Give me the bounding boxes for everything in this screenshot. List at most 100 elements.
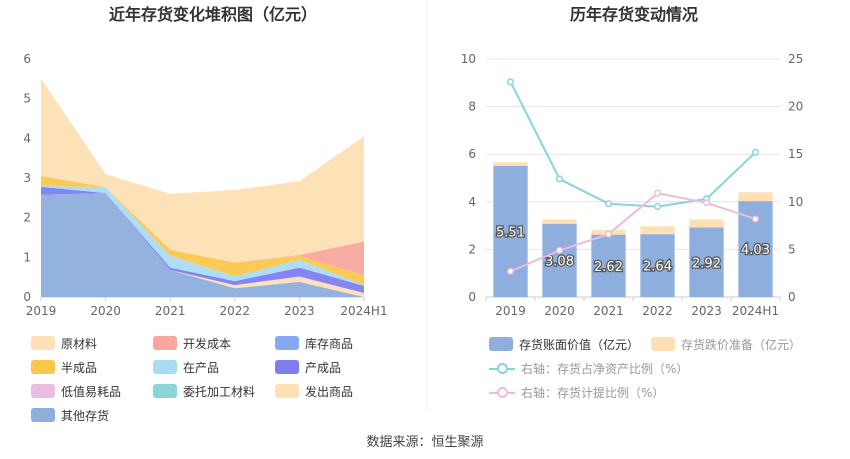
legend-swatch (31, 336, 55, 350)
bar-book-value (591, 234, 626, 297)
bar-value-label: 2.92 (692, 256, 721, 271)
x-tick-label: 2021 (155, 304, 186, 318)
line-point (751, 148, 760, 156)
line-point (702, 199, 711, 207)
legend-swatch (489, 337, 513, 351)
legend-label: 库存商品 (305, 336, 354, 351)
bar-book-value (689, 227, 724, 297)
legend-swatch (31, 408, 55, 422)
legend-label: 开发成本 (183, 336, 232, 351)
y2-tick-label: 0 (788, 290, 796, 304)
legend-swatch (275, 336, 299, 350)
legend-item-原材料[interactable]: 原材料 (31, 335, 97, 351)
legend-swatch (153, 360, 177, 374)
legend-item-开发成本[interactable]: 开发成本 (153, 335, 231, 351)
legend-swatch (275, 360, 299, 374)
y-tick-label: 0 (468, 290, 476, 304)
legend-label: 产成品 (305, 360, 342, 375)
y-tick-label: 6 (23, 52, 31, 66)
legend-item-右轴：存货计提比例（%）[interactable]: 右轴：存货计提比例（%） (489, 384, 664, 400)
y2-tick-label: 20 (788, 100, 803, 114)
inventory-change-title: 历年存货变动情况 (570, 5, 698, 24)
legend-item-产成品[interactable]: 产成品 (275, 359, 341, 375)
x-tick-label: 2020 (90, 304, 121, 318)
legend-item-委托加工材料[interactable]: 委托加工材料 (153, 383, 255, 399)
bar-value-label: 2.64 (643, 260, 672, 275)
y2-tick-label: 5 (788, 242, 796, 256)
legend-item-在产品[interactable]: 在产品 (153, 359, 219, 375)
bar-value-label: 4.03 (741, 243, 770, 258)
legend-item-存货账面价值（亿元）[interactable]: 存货账面价值（亿元） (489, 336, 639, 352)
bar-book-value (542, 223, 577, 297)
bar-impairment (493, 162, 528, 166)
area-发出商品 (41, 193, 364, 297)
legend-label: 在产品 (183, 360, 220, 375)
legend-label: 存货账面价值（亿元） (519, 337, 640, 352)
line-series-2 (509, 81, 757, 208)
bar-impairment (542, 219, 577, 224)
legend-swatch (153, 384, 177, 398)
area-产成品 (41, 186, 364, 293)
legend-label: 委托加工材料 (183, 384, 256, 399)
line-point (653, 189, 662, 197)
y-tick-label: 2 (468, 242, 476, 256)
legend-label: 原材料 (61, 336, 98, 351)
legend-label: 半成品 (61, 360, 98, 375)
legend-line-marker (489, 385, 515, 399)
line-point (751, 215, 760, 223)
bar-impairment (640, 226, 675, 235)
legend-item-存货跌价准备（亿元）[interactable]: 存货跌价准备（亿元） (651, 336, 801, 352)
y-tick-label: 1 (23, 250, 31, 264)
y2-tick-label: 10 (788, 195, 803, 209)
x-tick-label: 2023 (284, 304, 315, 318)
x-tick-label: 2020 (544, 304, 575, 318)
legend-swatch (275, 384, 299, 398)
x-tick-label: 2019 (26, 304, 57, 318)
legend-label: 存货跌价准备（亿元） (681, 337, 802, 352)
legend-label: 右轴：存货计提比例（%） (521, 385, 665, 400)
legend-item-右轴：存货占净资产比例（%）[interactable]: 右轴：存货占净资产比例（%） (489, 360, 688, 376)
line-point (506, 267, 515, 275)
legend-item-其他存货[interactable]: 其他存货 (31, 407, 109, 423)
bar-value-label: 3.08 (545, 254, 574, 269)
bar-impairment (738, 192, 773, 202)
legend-label: 低值易耗品 (61, 384, 122, 399)
legend-label: 其他存货 (61, 408, 110, 423)
legend-swatch (153, 336, 177, 350)
y-tick-label: 10 (461, 52, 476, 66)
legend-label: 右轴：存货占净资产比例（%） (521, 361, 689, 376)
y-tick-label: 0 (23, 290, 31, 304)
x-tick-label: 2019 (495, 304, 526, 318)
x-tick-label: 2022 (642, 304, 673, 318)
y-tick-label: 8 (468, 100, 476, 114)
legend-swatch (651, 337, 675, 351)
x-tick-label: 2023 (691, 304, 722, 318)
area-在产品 (41, 185, 364, 286)
y2-tick-label: 25 (788, 52, 803, 66)
area-半成品 (41, 176, 364, 286)
y-tick-label: 2 (23, 211, 31, 225)
legend-line-marker (489, 361, 515, 375)
legend-swatch (31, 384, 55, 398)
legend-item-发出商品[interactable]: 发出商品 (275, 383, 353, 399)
legend-item-低值易耗品[interactable]: 低值易耗品 (31, 383, 121, 399)
bar-value-label: 2.62 (594, 260, 623, 275)
legend-label: 发出商品 (305, 384, 354, 399)
stacked-area-title: 近年存货变化堆积图（亿元） (109, 5, 317, 24)
y-tick-label: 4 (23, 131, 31, 145)
line-point (653, 203, 662, 211)
x-tick-label: 2024H1 (340, 304, 387, 318)
line-point (555, 246, 564, 254)
area-其他存货 (41, 193, 364, 297)
area-开发成本 (41, 176, 364, 276)
y-tick-label: 4 (468, 195, 476, 209)
legend-item-库存商品[interactable]: 库存商品 (275, 335, 353, 351)
legend-swatch (31, 360, 55, 374)
legend-item-半成品[interactable]: 半成品 (31, 359, 97, 375)
y2-tick-label: 15 (788, 147, 803, 161)
line-point (555, 175, 564, 183)
bar-value-label: 5.51 (496, 225, 525, 240)
x-tick-label: 2024H1 (732, 304, 779, 318)
